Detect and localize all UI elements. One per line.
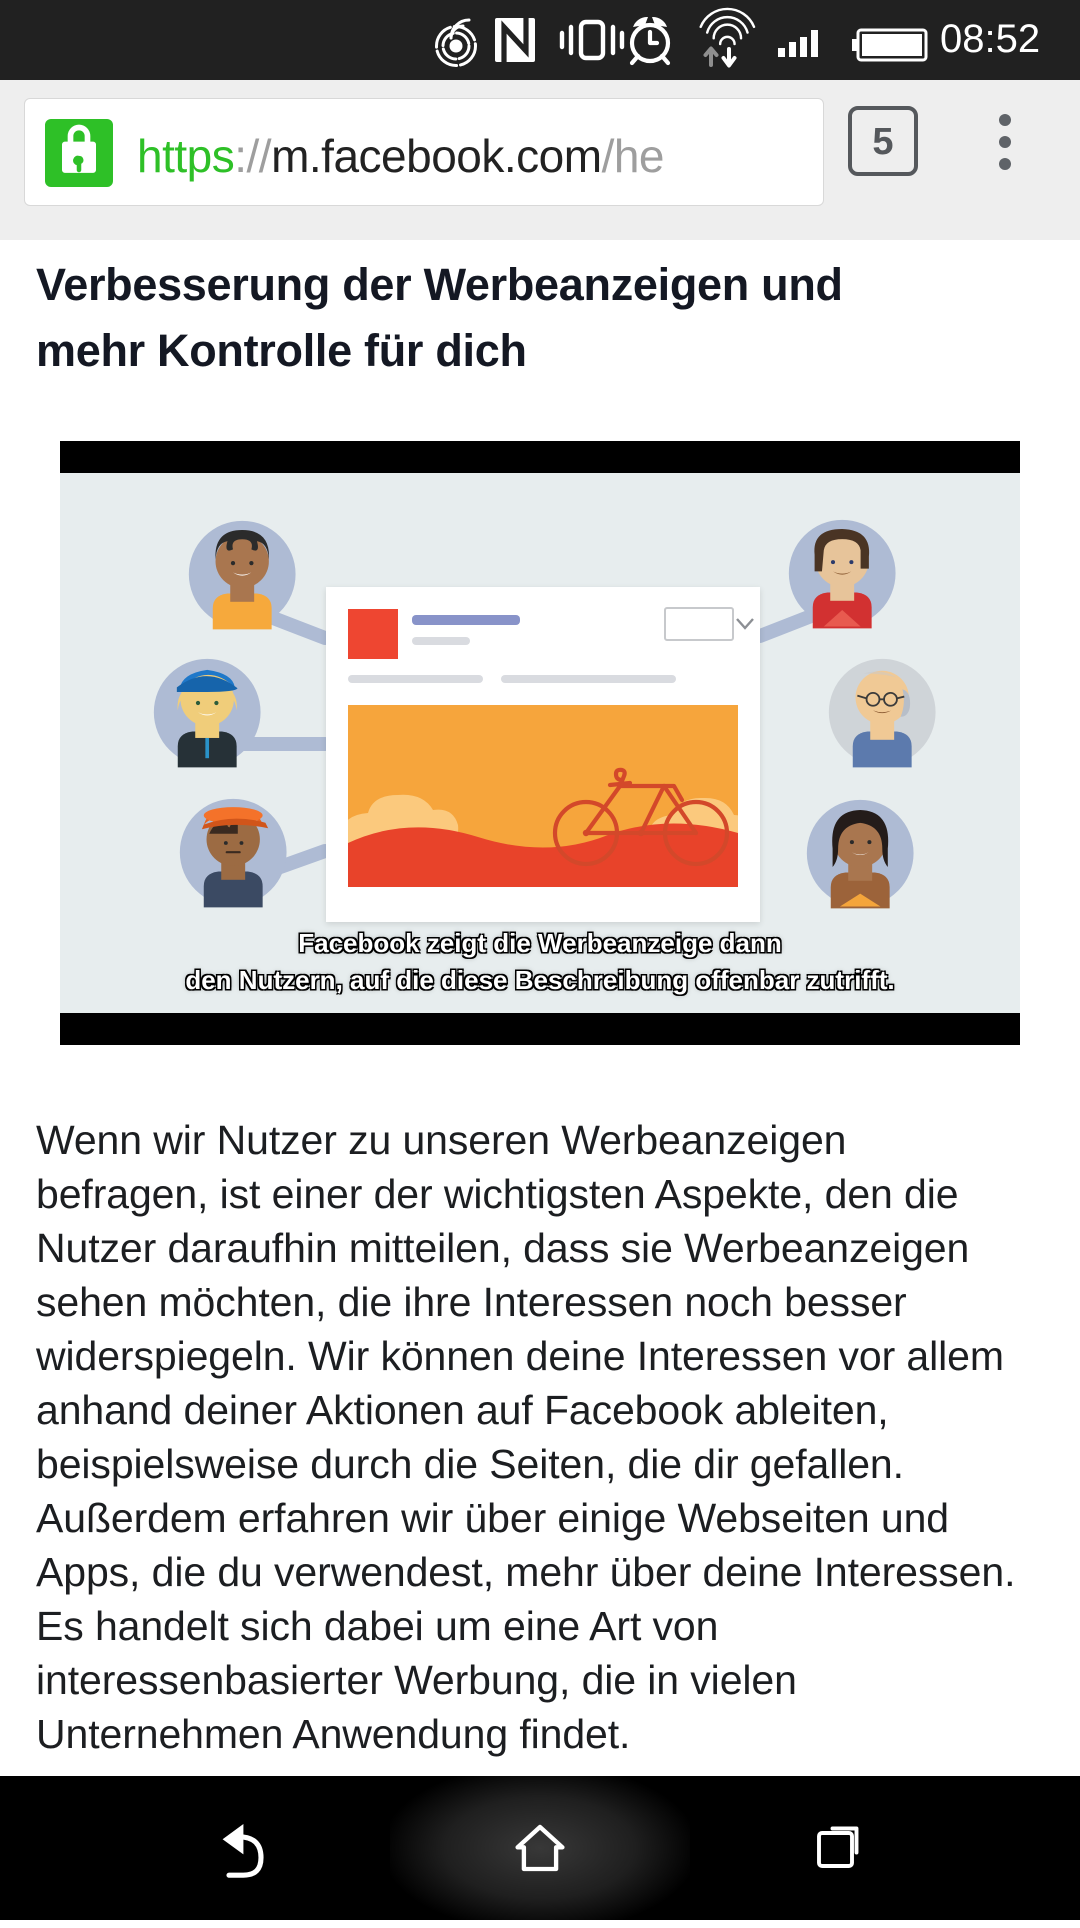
- svg-text:08:52: 08:52: [940, 17, 1040, 61]
